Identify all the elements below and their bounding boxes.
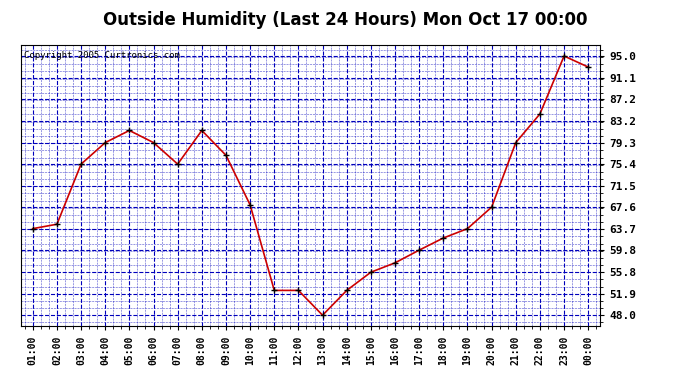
Text: Outside Humidity (Last 24 Hours) Mon Oct 17 00:00: Outside Humidity (Last 24 Hours) Mon Oct… xyxy=(103,11,587,29)
Text: Copyright 2005 Curtronics.com: Copyright 2005 Curtronics.com xyxy=(23,51,179,60)
